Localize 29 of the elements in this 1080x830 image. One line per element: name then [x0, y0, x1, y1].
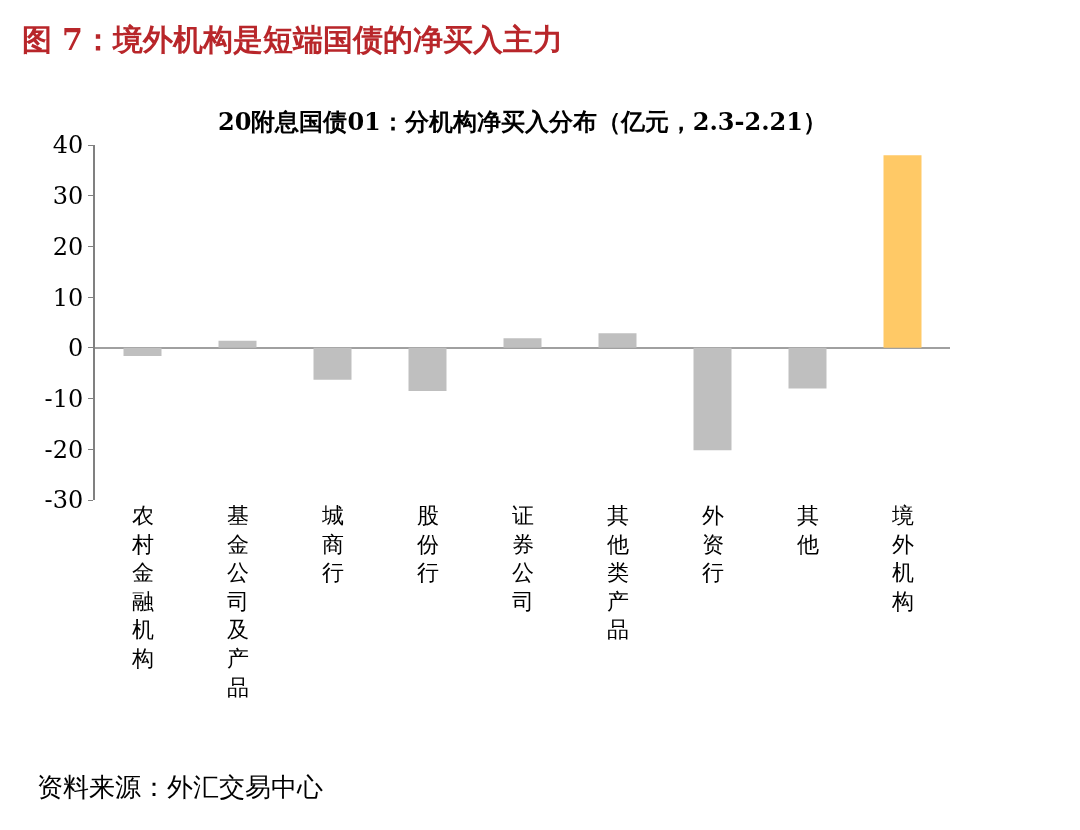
x-tick-label: 城商行 [320, 503, 344, 586]
y-tick-label: 40 [52, 131, 84, 160]
y-tick-label: 20 [52, 232, 84, 261]
bar [693, 347, 732, 451]
bar [503, 338, 542, 348]
bar [313, 347, 352, 380]
chart-title: 图 7：境外机构是短端国债的净买入主力 [21, 22, 563, 58]
x-tick-label: 股份行 [416, 503, 439, 586]
x-tick-label: 外资行 [701, 503, 724, 586]
x-tick-label: 其他 [796, 503, 819, 557]
x-tick-label: 境外机构 [890, 503, 914, 614]
y-tick-label: -20 [44, 435, 84, 464]
bar [598, 333, 637, 348]
y-tick-label: -30 [44, 486, 84, 515]
y-tick-label: 0 [67, 334, 84, 363]
text: 资料来源：外汇交易中心 [37, 772, 323, 802]
x-tick-label: 基金公司及产品 [226, 503, 249, 700]
x-tick-label: 农村金融机构 [130, 503, 154, 671]
y-tick-label: -10 [44, 384, 84, 413]
bar [408, 347, 447, 391]
y-tick-label: 10 [52, 283, 84, 312]
chart-subtitle: 20附息国债01：分机构净买入分布（亿元，2.3-2.21） [218, 107, 827, 136]
bar [883, 155, 922, 348]
bar [218, 340, 257, 348]
y-tick-label: 30 [52, 182, 84, 211]
x-tick-label: 其他类产品 [606, 503, 629, 643]
bar [123, 347, 162, 356]
bar [788, 347, 827, 389]
x-tick-label: 证券公司 [511, 503, 534, 614]
